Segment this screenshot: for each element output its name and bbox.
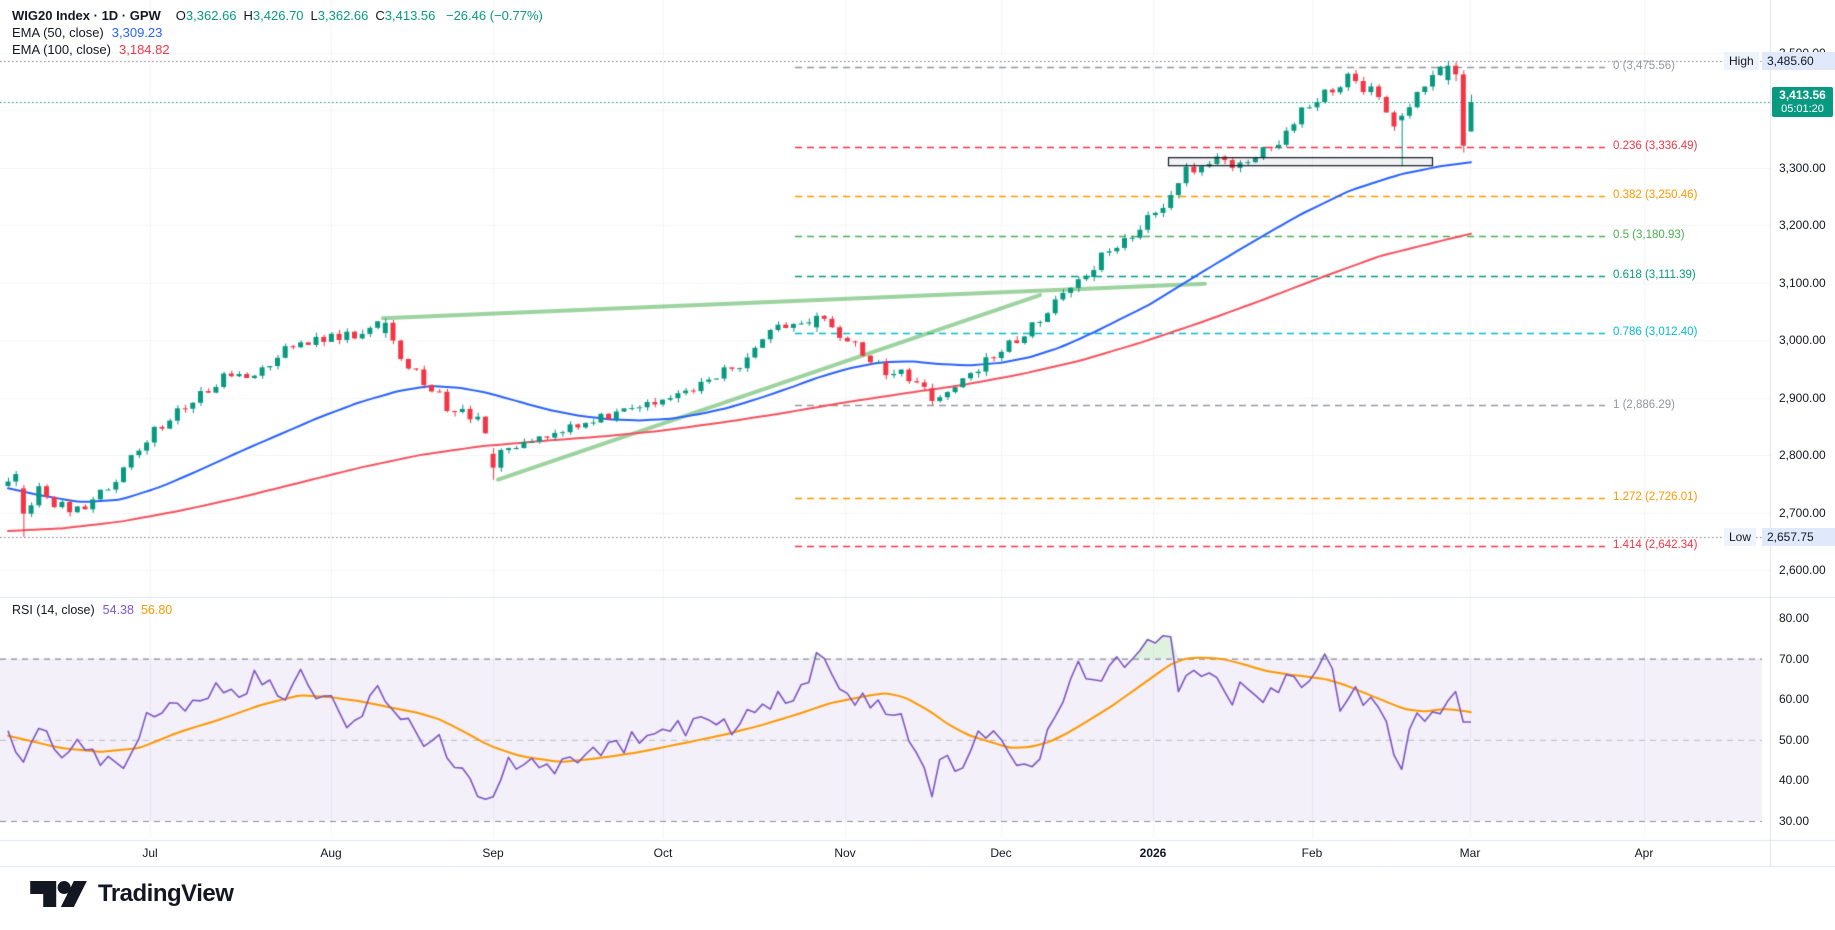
time-axis-label: Apr xyxy=(1634,846,1654,860)
ema100-legend-row[interactable]: EMA (100, close) 3,184.82 xyxy=(12,41,543,58)
chart-legend: WIG20 Index · 1D · GPW O3,362.66 H3,426.70… xyxy=(12,7,543,58)
ohlc-value: 3,426.70 xyxy=(252,8,304,23)
ohlc-values: O3,362.66 H3,426.70 L3,362.66 C3,413.56 −26… xyxy=(169,8,543,23)
high-value-chip: 3,485.60 xyxy=(1762,51,1835,70)
fib-level-label: 0.786 (3,012.40) xyxy=(1613,326,1698,339)
last-price-value: 3,413.56 xyxy=(1779,88,1826,103)
rsi-axis-label: 30.00 xyxy=(1779,814,1810,828)
ohlc-key: C xyxy=(375,8,385,23)
price-axis-label: 2,800.00 xyxy=(1779,448,1826,462)
rsi-axis-label: 60.00 xyxy=(1779,692,1810,707)
ema50-legend-row[interactable]: EMA (50, close) 3,309.23 xyxy=(12,24,543,41)
fib-level-label: 1 (2,886.29) xyxy=(1613,398,1676,411)
time-axis-label: Feb xyxy=(1301,846,1323,860)
time-axis-label: Nov xyxy=(834,846,856,860)
ohlc-key: O xyxy=(175,8,186,23)
price-axis-label: 2,700.00 xyxy=(1779,505,1826,520)
fib-level-label: 0 (3,475.56) xyxy=(1613,60,1676,73)
time-axis-label: Aug xyxy=(320,846,342,860)
bar-countdown: 05:01:20 xyxy=(1781,103,1824,116)
low-label-chip: Low xyxy=(1724,527,1757,546)
fib-level-label: 1.272 (2,726.01) xyxy=(1613,491,1698,504)
tradingview-logo[interactable]: TradingView xyxy=(30,880,234,908)
ema50-label: EMA (50, close) xyxy=(12,25,104,40)
high-label-chip: High xyxy=(1724,51,1759,70)
ohlc-value: 3,362.66 xyxy=(185,8,237,23)
rsi-legend-row[interactable]: RSI (14, close) 54.38 56.80 xyxy=(12,602,172,618)
ohlc-value: 3,362.66 xyxy=(317,8,369,23)
ohlc-key: L xyxy=(310,8,318,23)
rsi-axis-label: 80.00 xyxy=(1779,611,1810,625)
fib-level-label: 0.5 (3,180.93) xyxy=(1613,229,1685,242)
price-axis-label: 2,600.00 xyxy=(1779,563,1826,577)
fib-level-label: 1.414 (2,642.34) xyxy=(1613,539,1698,552)
symbol-legend-row[interactable]: WIG20 Index · 1D · GPW O3,362.66 H3,426.70… xyxy=(12,7,543,24)
time-axis-label: Sep xyxy=(482,846,504,860)
time-axis-label: Dec xyxy=(990,846,1012,860)
ema100-label: EMA (100, close) xyxy=(12,42,111,57)
last-price-badge: 3,413.56 05:01:20 xyxy=(1772,87,1833,118)
ohlc-key: H xyxy=(243,8,253,23)
rsi-value: 54.38 xyxy=(102,603,134,617)
tradingview-logo-icon xyxy=(30,881,88,907)
low-value-chip: 2,657.75 xyxy=(1762,527,1835,546)
rsi-axis-label: 50.00 xyxy=(1779,732,1810,747)
ohlc-value: 3,413.56 xyxy=(384,8,436,23)
price-axis-label: 2,900.00 xyxy=(1779,390,1826,405)
rsi-axis-label: 40.00 xyxy=(1779,773,1810,788)
time-axis-label: Oct xyxy=(653,846,673,860)
fib-level-label: 0.382 (3,250.46) xyxy=(1613,189,1698,202)
symbol-title: WIG20 Index · 1D · GPW xyxy=(12,8,161,23)
price-axis-label: 3,200.00 xyxy=(1779,218,1826,232)
change-value: −26.46 (−0.77%) xyxy=(442,8,543,23)
fib-level-label: 0.236 (3,336.49) xyxy=(1613,140,1698,153)
ema50-value: 3,309.23 xyxy=(111,25,163,40)
rsi-axis-label: 70.00 xyxy=(1779,651,1810,666)
ema100-value: 3,184.82 xyxy=(119,42,170,57)
time-axis-label: Jul xyxy=(142,846,158,860)
price-axis-label: 3,000.00 xyxy=(1779,333,1826,347)
price-axis-label: 3,100.00 xyxy=(1779,275,1826,290)
fib-level-label: 0.618 (3,111.39) xyxy=(1613,269,1696,282)
price-axis-label: 3,300.00 xyxy=(1779,160,1826,175)
time-axis-label: 2026 xyxy=(1139,846,1167,860)
rsi-ma-value: 56.80 xyxy=(140,603,173,617)
tradingview-logo-text: TradingView xyxy=(98,880,234,907)
time-axis-label: Mar xyxy=(1459,846,1481,860)
rsi-label: RSI (14, close) xyxy=(12,603,95,617)
